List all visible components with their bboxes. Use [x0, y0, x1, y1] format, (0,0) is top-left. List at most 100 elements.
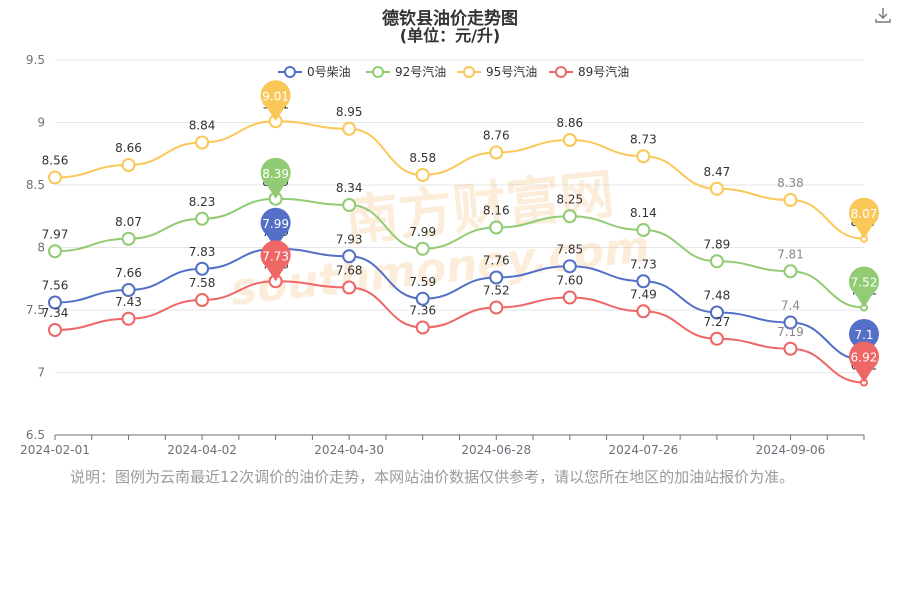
data-point [415, 168, 430, 182]
data-label: 8.95 [336, 105, 363, 119]
data-point [783, 315, 798, 330]
data-label: 7.85 [556, 242, 583, 256]
data-point [342, 121, 357, 136]
data-label: 8.07 [115, 215, 142, 229]
data-point [636, 274, 651, 289]
data-point [489, 145, 504, 160]
x-tick-label: 2024-07-26 [608, 443, 678, 457]
marker-pin-label: 6.92 [851, 351, 878, 365]
x-tick-label: 2024-09-06 [756, 443, 826, 457]
data-point [489, 270, 504, 285]
data-point [121, 231, 136, 246]
chart-subtitle: (单位：元/升) [399, 26, 501, 45]
y-tick-label: 7.5 [26, 303, 45, 317]
marker-pin-label: 7.1 [854, 328, 873, 342]
data-point [195, 261, 210, 276]
data-point [489, 220, 504, 235]
data-point [195, 211, 210, 226]
marker-pin-label: 8.07 [851, 207, 878, 221]
data-point [783, 193, 798, 207]
marker-pin [260, 240, 291, 282]
x-tick-label: 2024-06-28 [461, 443, 531, 457]
data-label: 7.68 [336, 264, 363, 278]
data-point [415, 291, 430, 306]
data-label: 7.76 [483, 254, 510, 268]
data-point [195, 135, 210, 150]
download-icon[interactable] [874, 6, 892, 24]
legend-label: 0号柴油 [307, 65, 351, 79]
chart-note: 说明：图例为云南最近12次调价的油价走势，本网站油价数据仅供参考，请以您所在地区… [70, 468, 795, 486]
y-tick-label: 9 [37, 116, 45, 130]
marker-pin [260, 80, 291, 122]
data-label: 8.73 [630, 132, 657, 146]
legend-marker [555, 66, 567, 78]
data-point [415, 320, 430, 335]
data-point [48, 170, 62, 185]
marker-pin [849, 341, 880, 383]
marker-pin-label: 8.39 [262, 167, 289, 181]
data-point [636, 304, 651, 319]
data-label: 7.73 [630, 257, 657, 271]
data-label: 7.99 [409, 225, 436, 239]
marker-pin-label: 7.73 [262, 249, 289, 263]
legend-marker [463, 66, 475, 78]
legend[interactable]: 0号柴油 92号汽油 95号汽油 89号汽油 [278, 64, 629, 79]
data-label: 8.58 [409, 151, 436, 165]
marker-pin [849, 319, 880, 360]
data-label: 7.58 [189, 276, 216, 290]
legend-marker [284, 66, 296, 78]
data-label: 7.27 [704, 315, 731, 329]
data-point [121, 311, 136, 326]
data-label: 8.23 [189, 195, 216, 209]
data-point [48, 323, 62, 337]
data-point [48, 244, 62, 259]
marker-pins: 7.99 7.1 8.39 7.52 9.01 8.07 7.73 6.92 [260, 80, 880, 383]
data-label: 7.34 [42, 306, 69, 320]
y-tick-label: 8.5 [26, 178, 45, 192]
legend-label: 92号汽油 [395, 64, 446, 79]
marker-pin [260, 157, 291, 199]
data-label: 8.84 [189, 119, 216, 133]
data-point [636, 223, 651, 237]
data-label: 8.16 [483, 204, 510, 218]
data-label: 8.76 [483, 129, 510, 143]
marker-pin-label: 7.99 [262, 217, 289, 231]
data-label: 7.49 [630, 287, 657, 301]
data-label: 8.86 [556, 116, 583, 130]
marker-pin-label: 7.52 [851, 276, 878, 290]
data-label: 8.66 [115, 141, 142, 155]
data-label: 7.66 [115, 266, 142, 280]
data-label: 8.34 [336, 181, 363, 195]
series-line [54, 280, 865, 384]
data-label: 8.47 [704, 165, 731, 179]
data-point [121, 283, 136, 297]
data-point [121, 158, 136, 172]
data-point [342, 280, 357, 295]
chart-title: 德钦县油价走势图 [382, 9, 518, 29]
data-point [709, 331, 724, 346]
data-label: 7.97 [42, 227, 69, 241]
y-tick-label: 8 [37, 241, 45, 255]
legend-label: 95号汽油 [486, 64, 537, 79]
data-label: 8.25 [556, 192, 583, 206]
data-label: 8.56 [42, 154, 69, 168]
data-label: 7.52 [483, 284, 510, 298]
data-label: 7.83 [189, 245, 216, 259]
data-label: 7.43 [115, 295, 142, 309]
data-point [342, 249, 357, 264]
data-label: 8.38 [777, 176, 804, 190]
marker-pin [260, 207, 291, 249]
x-tick-label: 2024-04-30 [314, 443, 384, 457]
data-label: 7.56 [42, 279, 69, 293]
data-point [195, 293, 210, 307]
data-point [783, 341, 798, 356]
data-label: 7.36 [409, 304, 436, 318]
marker-pin-label: 9.01 [262, 89, 289, 103]
data-point [562, 133, 577, 147]
data-point [562, 209, 577, 224]
marker-pin [849, 266, 880, 308]
grid-lines [55, 59, 864, 373]
data-point [709, 254, 724, 269]
data-point [415, 241, 430, 256]
